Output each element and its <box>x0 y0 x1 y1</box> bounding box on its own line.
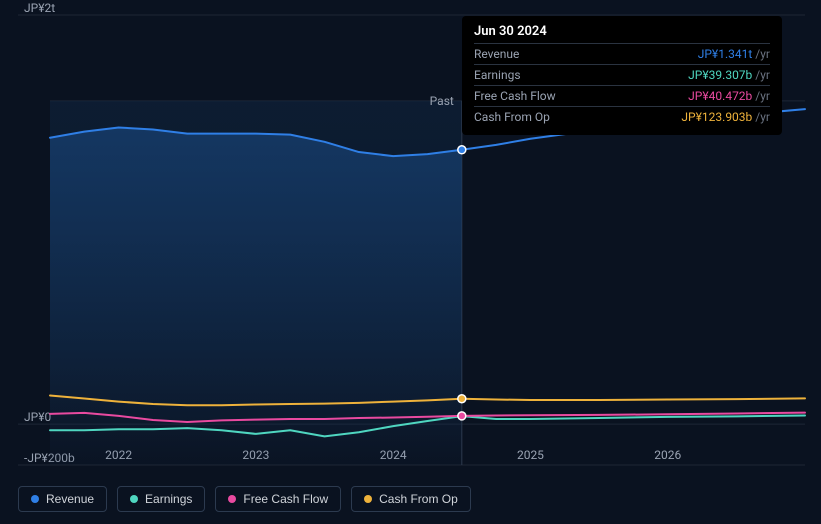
marker-revenue <box>458 146 466 154</box>
tooltip-row: Free Cash Flow JP¥40.472b/yr <box>474 85 770 106</box>
legend-item-label: Free Cash Flow <box>243 492 328 506</box>
tooltip-row-unit: /yr <box>755 110 770 124</box>
legend-item-label: Cash From Op <box>379 492 458 506</box>
tooltip-row: Revenue JP¥1.341t/yr <box>474 43 770 64</box>
x-axis-label: 2025 <box>517 448 544 462</box>
tooltip-row-value: JP¥40.472b <box>688 89 752 103</box>
x-axis-label: 2026 <box>654 448 681 462</box>
tooltip-row-unit: /yr <box>755 47 770 61</box>
legend-dot-icon <box>228 495 236 503</box>
financials-chart: -JP¥200bJP¥0JP¥2t20222023202420252026Pas… <box>0 0 821 524</box>
legend-item-revenue[interactable]: Revenue <box>18 486 107 512</box>
tooltip-row-value: JP¥1.341t <box>698 47 753 61</box>
tooltip-row-label: Revenue <box>474 47 519 61</box>
marker-cfo <box>458 395 466 403</box>
legend-item-fcf[interactable]: Free Cash Flow <box>215 486 341 512</box>
tooltip-row: Cash From Op JP¥123.903b/yr <box>474 106 770 127</box>
legend-item-cfo[interactable]: Cash From Op <box>351 486 471 512</box>
past-label: Past <box>430 94 454 108</box>
chart-legend: Revenue Earnings Free Cash Flow Cash From O… <box>18 486 471 512</box>
legend-item-label: Revenue <box>46 492 94 506</box>
tooltip-row-value: JP¥39.307b <box>688 68 752 82</box>
y-axis-label: JP¥0 <box>24 410 51 424</box>
tooltip-row-unit: /yr <box>755 89 770 103</box>
marker-fcf <box>458 412 466 420</box>
y-axis-label: JP¥2t <box>24 1 55 15</box>
tooltip-row-label: Earnings <box>474 68 521 82</box>
tooltip-row-unit: /yr <box>755 68 770 82</box>
legend-item-earnings[interactable]: Earnings <box>117 486 205 512</box>
legend-item-label: Earnings <box>145 492 192 506</box>
tooltip-row-label: Cash From Op <box>474 110 550 124</box>
chart-tooltip: Jun 30 2024 Revenue JP¥1.341t/yr Earnings J… <box>462 16 782 135</box>
tooltip-row-value: JP¥123.903b <box>681 110 752 124</box>
legend-dot-icon <box>31 495 39 503</box>
tooltip-date: Jun 30 2024 <box>474 24 770 39</box>
tooltip-row: Earnings JP¥39.307b/yr <box>474 64 770 85</box>
tooltip-row-label: Free Cash Flow <box>474 89 556 103</box>
legend-dot-icon <box>130 495 138 503</box>
legend-dot-icon <box>364 495 372 503</box>
